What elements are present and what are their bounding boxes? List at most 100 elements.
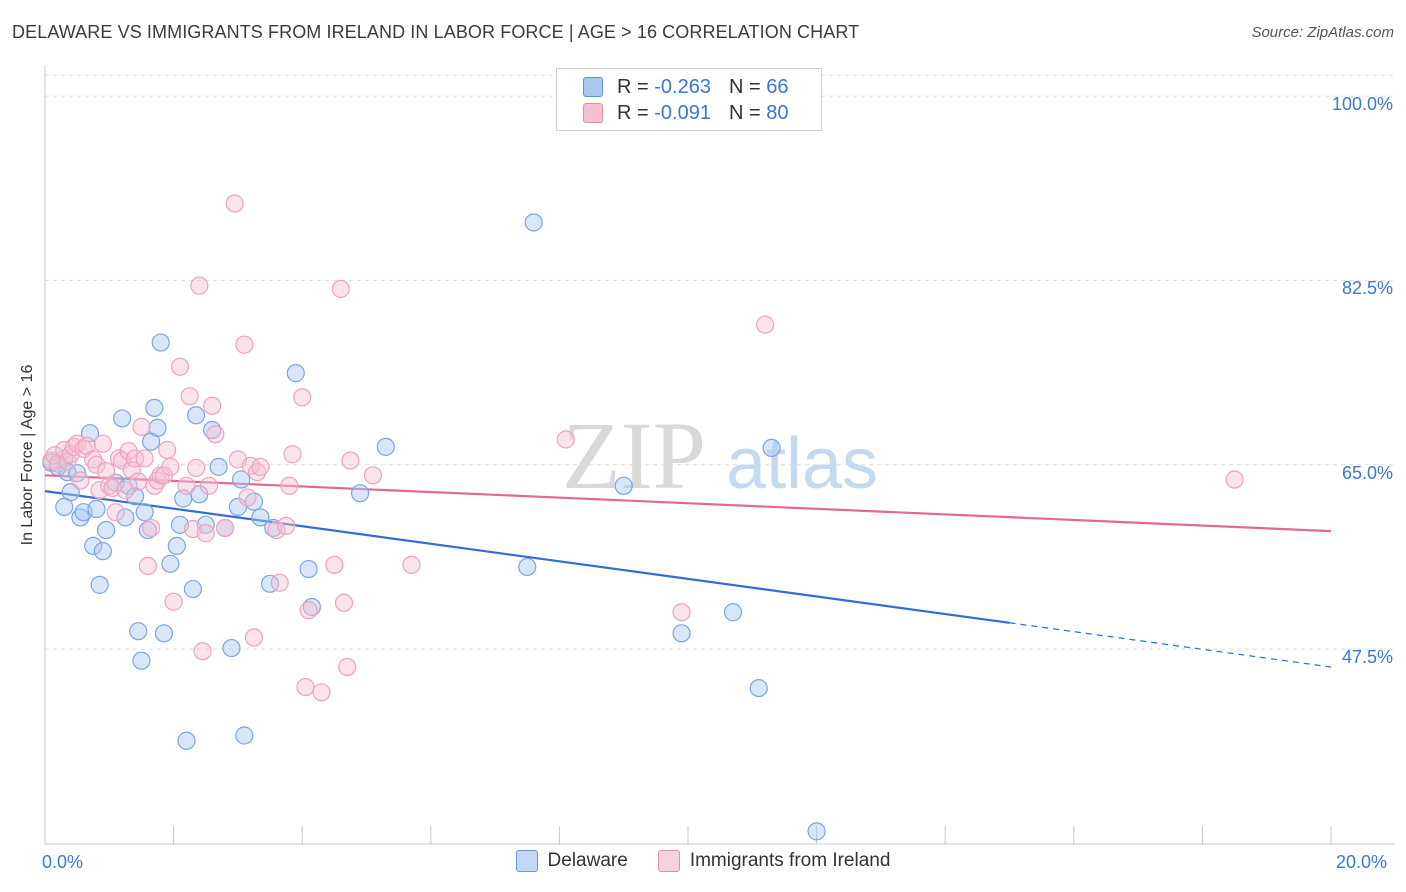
data-point-ireland (244, 628, 264, 647)
data-point-delaware (524, 213, 543, 232)
data-point-ireland (187, 458, 206, 478)
data-point-ireland (96, 461, 116, 481)
data-point-delaware (154, 624, 174, 643)
data-point-ireland (135, 449, 154, 468)
data-point-ireland (312, 683, 331, 702)
data-point-delaware (209, 457, 228, 476)
data-point-delaware (132, 651, 151, 670)
data-point-ireland (116, 480, 135, 500)
data-point-delaware (96, 520, 116, 540)
data-point-ireland (87, 455, 106, 474)
legend-swatch-ireland (583, 103, 603, 123)
data-point-delaware (167, 536, 186, 555)
data-point-ireland (238, 488, 257, 507)
y-tick-label: 47.5% (1341, 647, 1393, 668)
watermark-zip: ZIP (562, 402, 706, 509)
legend-swatch-delaware (583, 77, 603, 97)
data-point-delaware (187, 406, 206, 425)
data-point-delaware (232, 470, 251, 489)
data-point-ireland (109, 449, 129, 468)
data-point-delaware (807, 822, 826, 841)
legend-n-label: N = (728, 101, 761, 124)
data-point-delaware (84, 536, 103, 555)
legend-item-delaware[interactable]: Delaware (515, 850, 628, 872)
legend-swatch-ireland (657, 850, 680, 872)
data-point-delaware (116, 508, 135, 527)
data-point-ireland (125, 449, 145, 468)
data-point-ireland (277, 516, 296, 535)
data-point-delaware (614, 476, 633, 495)
legend-r-value: -0.091 (654, 101, 711, 124)
data-point-delaware (55, 497, 74, 517)
data-point-ireland (280, 476, 299, 495)
data-point-ireland (341, 451, 360, 470)
data-point-ireland (672, 603, 691, 622)
data-point-ireland (225, 194, 244, 213)
data-point-delaware (376, 437, 395, 456)
data-point-delaware (251, 508, 270, 527)
data-point-ireland (158, 440, 177, 460)
trend-line-extension-0 (1009, 622, 1332, 668)
data-point-delaware (183, 579, 202, 599)
watermark: ZIP atlas (562, 402, 878, 509)
data-point-delaware (151, 333, 170, 352)
data-point-ireland (129, 472, 148, 491)
data-point-ireland (338, 657, 357, 677)
legend-r-label: R = (617, 101, 649, 124)
data-point-ireland (556, 430, 575, 449)
data-point-ireland (248, 463, 267, 482)
data-point-ireland (141, 518, 161, 538)
data-point-ireland (84, 450, 103, 469)
data-point-ireland (270, 573, 289, 592)
data-point-ireland (299, 601, 318, 620)
y-tick-label: 82.5% (1341, 278, 1393, 299)
legend-n-value: 66 (766, 75, 789, 98)
correlation-legend: R = -0.263 N = 66 R = -0.091 N = 80 (556, 68, 822, 131)
data-point-ireland (132, 417, 151, 436)
data-point-delaware (145, 398, 164, 417)
data-point-ireland (71, 471, 90, 490)
data-point-delaware (138, 520, 157, 540)
data-point-delaware (93, 542, 112, 561)
legend-row-delaware: R = -0.263 N = 66 (583, 75, 788, 99)
legend-label-delaware: Delaware (547, 850, 628, 871)
data-point-delaware (148, 418, 167, 437)
data-points (42, 194, 1244, 841)
legend-n-value: 80 (766, 101, 789, 124)
data-point-delaware (518, 557, 537, 577)
data-point-ireland (119, 441, 138, 461)
data-point-delaware (749, 678, 768, 698)
y-tick-label: 65.0% (1341, 462, 1393, 483)
axes (44, 65, 1395, 845)
x-tick-label-min: 0.0% (42, 852, 84, 872)
data-point-ireland (199, 476, 219, 495)
data-point-ireland (196, 524, 215, 543)
data-point-ireland (325, 555, 344, 574)
data-point-ireland (138, 556, 157, 575)
data-point-ireland (293, 388, 312, 407)
data-point-ireland (106, 503, 125, 522)
legend-item-ireland[interactable]: Immigrants from Ireland (657, 850, 891, 872)
data-point-delaware (87, 499, 106, 519)
data-point-delaware (286, 364, 305, 383)
data-point-delaware (302, 597, 321, 617)
data-point-ireland (402, 555, 421, 574)
data-point-delaware (113, 409, 132, 428)
data-point-ireland (93, 434, 112, 453)
source-label: Source: ZipAtlas.com (1251, 24, 1394, 41)
data-point-delaware (129, 622, 148, 641)
data-point-ireland (296, 677, 315, 697)
data-point-delaware (260, 574, 280, 593)
data-point-ireland (180, 387, 199, 406)
legend-r-value: -0.263 (654, 75, 711, 98)
data-point-delaware (71, 508, 90, 527)
data-point-delaware (723, 603, 743, 622)
series-legend: Delaware Immigrants from Ireland (0, 850, 1406, 872)
data-point-ireland (161, 457, 180, 476)
data-point-ireland (334, 593, 354, 612)
legend-label-ireland: Immigrants from Ireland (689, 850, 891, 871)
data-point-ireland (164, 592, 183, 611)
legend-r-label: R = (617, 75, 649, 98)
chart-title: DELAWARE VS IMMIGRANTS FROM IRELAND IN L… (12, 22, 860, 42)
